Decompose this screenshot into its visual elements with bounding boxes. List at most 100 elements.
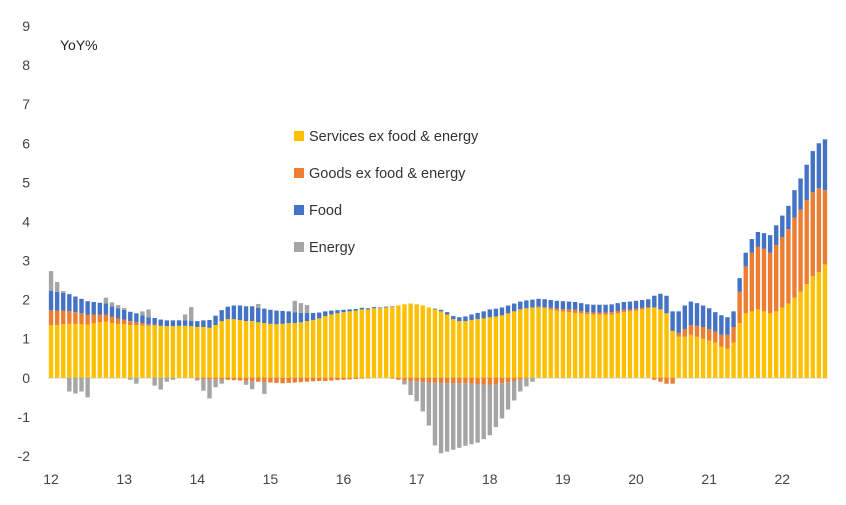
bar-segment-1-112: [731, 327, 736, 343]
bar-segment-0-23: [189, 326, 194, 378]
bar-segment-0-91: [603, 314, 608, 378]
bar-segment-1-73: [493, 377, 499, 385]
bar-segment-2-10: [109, 306, 115, 317]
bar-segment-1-56: [390, 377, 395, 379]
bar-segment-0-24: [195, 327, 200, 378]
bar-segment-0-106: [694, 336, 700, 378]
bar-segment-0-4: [73, 323, 78, 378]
bar-segment-3-59: [408, 381, 413, 396]
bar-segment-2-68: [463, 316, 468, 322]
bar-segment-0-13: [128, 325, 133, 378]
bar-segment-1-26: [207, 377, 212, 379]
bar-segment-0-126: [816, 272, 822, 378]
x-tick-label-1: 13: [116, 471, 132, 487]
bar-segment-1-86: [572, 309, 578, 313]
bar-segment-0-102: [670, 330, 675, 378]
bar-segment-2-35: [262, 308, 267, 324]
bar-segment-2-101: [664, 295, 669, 314]
bar-segment-2-53: [371, 307, 377, 309]
bar-segment-3-5: [79, 377, 84, 392]
bar-segment-3-10: [109, 302, 115, 307]
bar-segment-0-73: [493, 316, 499, 378]
bar-segment-0-51: [359, 309, 365, 378]
bar-segment-0-89: [591, 314, 596, 378]
bar-segment-2-87: [579, 303, 584, 311]
bar-segment-2-77: [518, 301, 523, 310]
bar-segment-2-79: [530, 299, 535, 308]
bar-segment-0-3: [67, 323, 72, 378]
bar-segment-1-7: [91, 314, 96, 324]
bar-segment-0-87: [579, 313, 584, 378]
bar-segment-0-92: [609, 314, 614, 378]
bar-segment-2-38: [280, 310, 285, 324]
bar-segment-0-7: [91, 323, 96, 378]
bar-segment-0-60: [414, 304, 419, 378]
bar-segment-2-8: [97, 302, 102, 315]
bar-segment-2-85: [566, 301, 572, 310]
bar-segment-0-14: [134, 325, 139, 378]
bar-segment-2-22: [182, 320, 188, 326]
bar-segment-2-36: [268, 309, 273, 324]
bar-segment-1-61: [420, 377, 425, 383]
bar-segment-0-55: [384, 307, 389, 378]
y-axis-label: YoY%: [60, 37, 98, 53]
bar-segment-1-48: [341, 377, 346, 380]
bar-segment-2-6: [85, 301, 90, 315]
bar-segment-1-118: [767, 252, 773, 314]
bar-segment-1-111: [725, 334, 730, 349]
bar-segment-0-116: [755, 309, 761, 378]
bar-segment-2-118: [767, 235, 773, 253]
bar-segment-1-40: [292, 377, 297, 383]
bar-segment-0-82: [548, 309, 553, 378]
bars-layer: [48, 139, 828, 454]
bar-segment-1-123: [798, 209, 803, 292]
bar-segment-2-2: [61, 292, 66, 311]
bar-segment-0-59: [408, 303, 413, 378]
bar-segment-3-42: [304, 305, 310, 313]
bar-segment-2-20: [170, 320, 176, 327]
bar-segment-0-2: [61, 324, 66, 378]
bar-segment-1-62: [426, 377, 432, 383]
bar-segment-0-50: [353, 310, 358, 378]
bar-segment-1-60: [414, 377, 419, 382]
bar-segment-1-102: [670, 377, 675, 384]
bar-segment-0-95: [627, 311, 633, 378]
bar-segment-1-96: [633, 308, 639, 311]
legend-swatch-2: [294, 205, 304, 215]
bar-segment-0-104: [682, 336, 687, 378]
bar-segment-2-17: [152, 318, 157, 325]
bar-segment-3-72: [487, 384, 492, 436]
bar-segment-3-79: [530, 377, 535, 382]
bar-segment-3-25: [201, 378, 206, 391]
bar-segment-3-0: [48, 271, 54, 291]
bar-segment-0-113: [737, 323, 742, 378]
bar-segment-3-69: [469, 383, 474, 445]
bar-segment-1-52: [365, 377, 371, 379]
bar-segment-2-52: [365, 308, 371, 310]
bar-segment-1-116: [755, 246, 761, 310]
x-tick-label-9: 21: [701, 471, 717, 487]
bar-segment-1-70: [475, 377, 480, 385]
bar-segment-2-81: [542, 299, 547, 308]
bar-segment-1-24: [195, 377, 200, 379]
bar-segment-2-39: [286, 311, 291, 324]
legend-swatch-1: [294, 168, 304, 178]
bar-segment-1-127: [822, 190, 828, 265]
bar-segment-1-15: [140, 323, 145, 326]
bar-segment-0-22: [182, 325, 188, 378]
bar-segment-1-37: [274, 377, 279, 383]
bar-segment-2-92: [609, 304, 614, 313]
bar-segment-1-115: [749, 252, 755, 312]
bar-segment-3-62: [426, 382, 432, 426]
bar-segment-2-64: [438, 309, 444, 312]
bar-segment-3-6: [85, 377, 90, 398]
bar-segment-0-37: [274, 324, 279, 378]
bar-segment-0-83: [554, 310, 560, 378]
bar-segment-2-112: [731, 311, 736, 327]
bar-segment-0-31: [237, 319, 243, 378]
bar-segment-0-1: [54, 325, 60, 378]
bar-segment-2-47: [335, 310, 340, 314]
bar-segment-0-90: [597, 314, 602, 378]
bar-segment-2-0: [48, 290, 54, 311]
